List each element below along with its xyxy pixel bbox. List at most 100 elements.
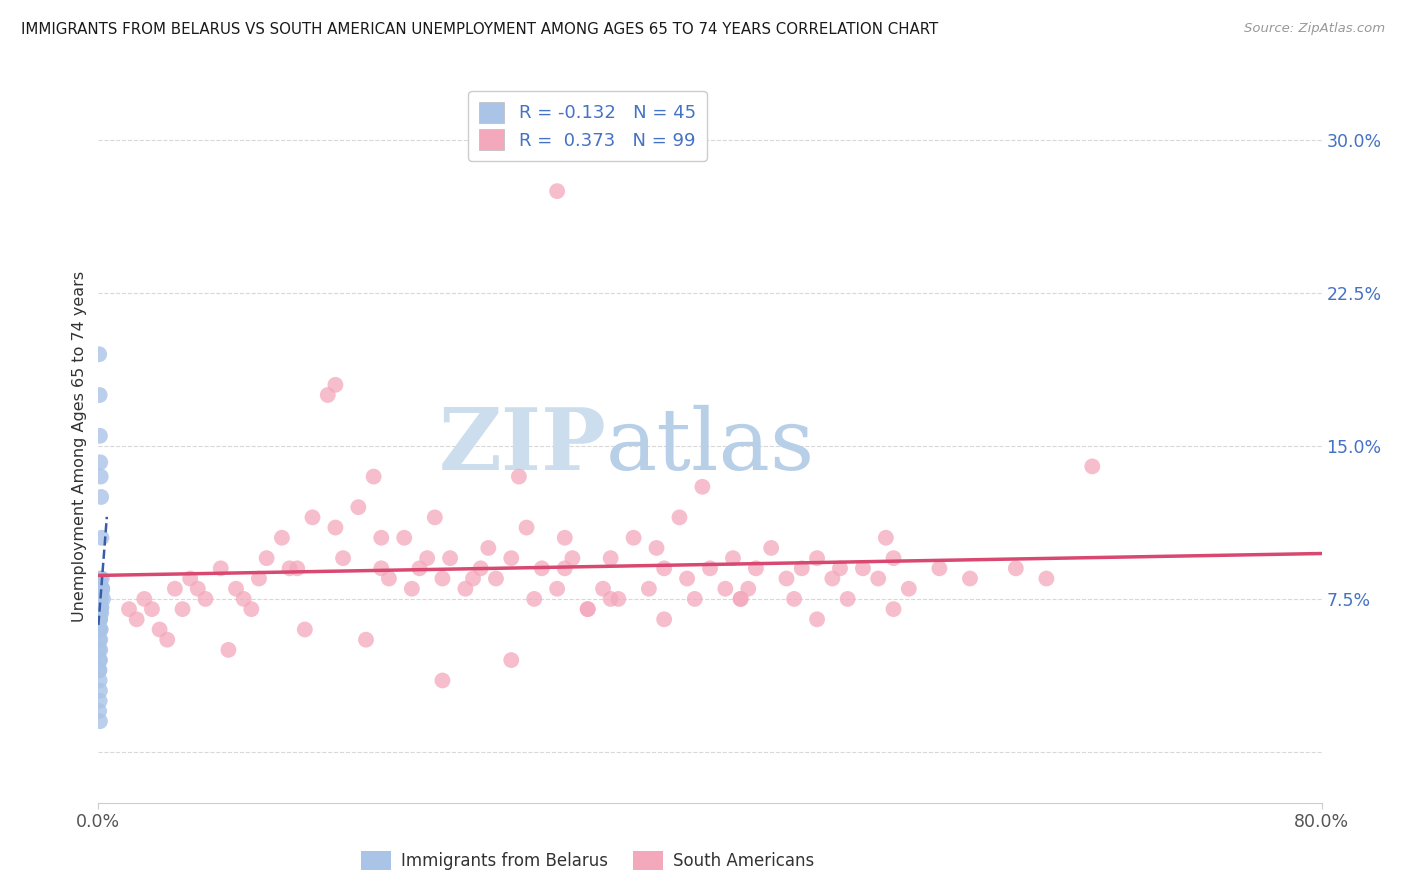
- Point: [90, 602, 112, 616]
- Point: [247, 572, 270, 586]
- Point: [90, 582, 112, 596]
- Point: [423, 510, 446, 524]
- Point: [294, 623, 316, 637]
- Point: [316, 388, 339, 402]
- Point: [89, 683, 111, 698]
- Point: [370, 531, 392, 545]
- Point: [592, 582, 614, 596]
- Point: [89, 572, 111, 586]
- Point: [187, 582, 209, 596]
- Point: [163, 582, 186, 596]
- Point: [783, 591, 806, 606]
- Point: [745, 561, 768, 575]
- Point: [516, 520, 538, 534]
- Point: [89, 632, 111, 647]
- Point: [461, 572, 484, 586]
- Point: [523, 591, 546, 606]
- Point: [225, 582, 247, 596]
- Point: [90, 606, 112, 620]
- Point: [1004, 561, 1026, 575]
- Point: [332, 551, 354, 566]
- Point: [325, 377, 347, 392]
- Point: [761, 541, 783, 555]
- Point: [637, 582, 661, 596]
- Point: [401, 582, 423, 596]
- Point: [89, 455, 111, 469]
- Point: [278, 561, 301, 575]
- Point: [87, 643, 110, 657]
- Point: [354, 632, 377, 647]
- Point: [89, 612, 111, 626]
- Point: [721, 551, 744, 566]
- Point: [576, 602, 599, 616]
- Point: [89, 602, 111, 616]
- Point: [90, 602, 112, 616]
- Point: [209, 561, 232, 575]
- Point: [408, 561, 430, 575]
- Point: [90, 586, 112, 600]
- Point: [89, 643, 111, 657]
- Point: [392, 531, 416, 545]
- Point: [370, 561, 392, 575]
- Point: [546, 582, 568, 596]
- Point: [883, 551, 905, 566]
- Point: [149, 623, 172, 637]
- Point: [90, 490, 112, 504]
- Point: [439, 551, 461, 566]
- Point: [325, 520, 347, 534]
- Point: [90, 469, 112, 483]
- Point: [89, 714, 111, 729]
- Point: [141, 602, 163, 616]
- Point: [599, 551, 621, 566]
- Point: [89, 612, 111, 626]
- Point: [89, 388, 111, 402]
- Point: [501, 551, 523, 566]
- Point: [554, 561, 576, 575]
- Point: [837, 591, 859, 606]
- Point: [607, 591, 630, 606]
- Point: [501, 653, 523, 667]
- Point: [172, 602, 194, 616]
- Point: [623, 531, 645, 545]
- Point: [89, 429, 111, 443]
- Point: [91, 582, 114, 596]
- Point: [118, 602, 141, 616]
- Point: [91, 591, 114, 606]
- Point: [89, 694, 111, 708]
- Point: [89, 663, 111, 677]
- Text: ZIP: ZIP: [439, 404, 606, 488]
- Point: [179, 572, 201, 586]
- Point: [508, 469, 530, 483]
- Point: [477, 541, 499, 555]
- Point: [699, 561, 721, 575]
- Point: [546, 184, 568, 198]
- Point: [89, 591, 111, 606]
- Text: atlas: atlas: [606, 404, 815, 488]
- Point: [194, 591, 217, 606]
- Legend: Immigrants from Belarus, South Americans: Immigrants from Belarus, South Americans: [354, 844, 821, 877]
- Point: [416, 551, 439, 566]
- Text: IMMIGRANTS FROM BELARUS VS SOUTH AMERICAN UNEMPLOYMENT AMONG AGES 65 TO 74 YEARS: IMMIGRANTS FROM BELARUS VS SOUTH AMERICA…: [21, 22, 938, 37]
- Point: [432, 673, 454, 688]
- Point: [790, 561, 813, 575]
- Point: [89, 673, 111, 688]
- Point: [668, 510, 690, 524]
- Point: [156, 632, 179, 647]
- Point: [775, 572, 797, 586]
- Point: [125, 612, 148, 626]
- Y-axis label: Unemployment Among Ages 65 to 74 years: Unemployment Among Ages 65 to 74 years: [72, 270, 87, 622]
- Point: [1035, 572, 1057, 586]
- Point: [232, 591, 254, 606]
- Point: [1081, 459, 1104, 474]
- Point: [91, 582, 114, 596]
- Point: [90, 531, 112, 545]
- Point: [89, 623, 111, 637]
- Point: [270, 531, 294, 545]
- Point: [599, 591, 621, 606]
- Point: [89, 586, 111, 600]
- Point: [730, 591, 752, 606]
- Point: [256, 551, 278, 566]
- Point: [378, 572, 401, 586]
- Point: [928, 561, 950, 575]
- Point: [652, 612, 675, 626]
